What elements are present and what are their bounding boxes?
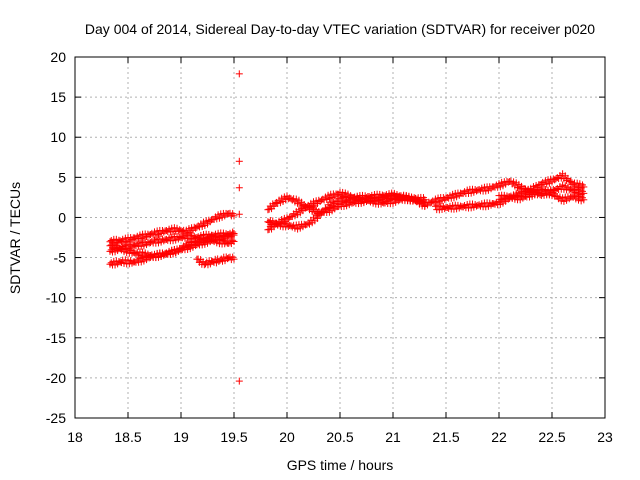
data-point <box>235 157 243 165</box>
x-tick-label: 18 <box>67 429 83 445</box>
x-tick-labels: 18 18.5 19 19.5 20 20.5 21 21.5 22 22.5 23 <box>67 429 613 445</box>
x-tick-label: 20.5 <box>326 429 353 445</box>
data-point <box>230 238 238 246</box>
data-point <box>230 212 238 220</box>
data-point <box>235 210 243 218</box>
plot-frame <box>74 56 606 419</box>
y-tick-label: 0 <box>58 209 66 225</box>
data-point <box>264 206 272 214</box>
data-point <box>580 196 588 204</box>
data-point <box>580 189 588 197</box>
y-axis-label: SDTVAR / TECUs <box>7 182 23 294</box>
chart-title: Day 004 of 2014, Sidereal Day-to-day VTE… <box>85 21 595 37</box>
y-tick-label: 20 <box>50 49 66 65</box>
y-tick-label: -5 <box>54 250 67 266</box>
x-tick-label: 19.5 <box>220 429 247 445</box>
y-tick-label: 15 <box>50 89 66 105</box>
data-point <box>580 183 588 191</box>
x-tick-label: 22.5 <box>538 429 565 445</box>
x-tick-label: 22 <box>491 429 507 445</box>
x-axis-label: GPS time / hours <box>287 457 394 473</box>
data-point <box>235 377 243 385</box>
data-point <box>230 255 238 263</box>
x-tick-label: 18.5 <box>114 429 141 445</box>
data-point <box>229 230 237 238</box>
x-tick-label: 20 <box>279 429 295 445</box>
y-tick-labels: -25 -20 -15 -10 -5 0 5 10 15 20 <box>46 49 66 426</box>
y-tick-label: -20 <box>46 370 66 386</box>
y-tick-label: -10 <box>46 290 66 306</box>
x-tick-label: 23 <box>597 429 613 445</box>
x-tick-label: 19 <box>173 429 189 445</box>
data-point <box>229 236 237 244</box>
y-tick-label: 5 <box>58 169 66 185</box>
data-point <box>230 231 238 239</box>
y-tick-label: -15 <box>46 330 66 346</box>
data-points <box>106 70 588 385</box>
y-tick-label: 10 <box>50 129 66 145</box>
x-tick-label: 21 <box>385 429 401 445</box>
x-tick-label: 21.5 <box>432 429 459 445</box>
y-tick-label: -25 <box>46 410 66 426</box>
grid <box>75 57 605 418</box>
data-point <box>235 184 243 192</box>
data-point <box>235 70 243 78</box>
